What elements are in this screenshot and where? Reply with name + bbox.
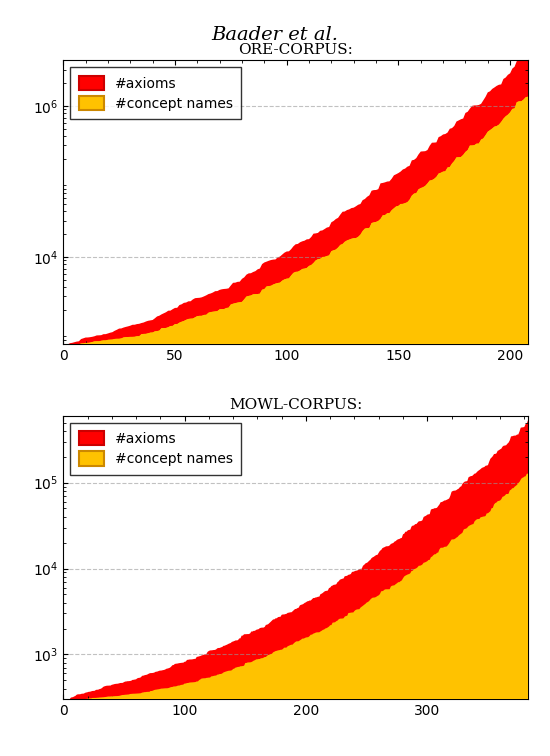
Text: Baader et al.: Baader et al.: [212, 26, 338, 45]
Legend: #axioms, #concept names: #axioms, #concept names: [70, 423, 241, 475]
Legend: #axioms, #concept names: #axioms, #concept names: [70, 67, 241, 119]
Title: MOWL-CORPUS:: MOWL-CORPUS:: [229, 398, 362, 412]
Title: ORE-CORPUS:: ORE-CORPUS:: [238, 42, 353, 57]
